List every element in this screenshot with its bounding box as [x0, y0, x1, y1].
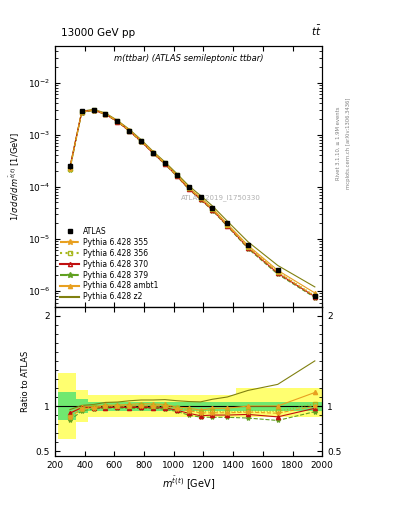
- Text: m(ttbar) (ATLAS semileptonic ttbar): m(ttbar) (ATLAS semileptonic ttbar): [114, 54, 263, 63]
- Text: $t\bar{t}$: $t\bar{t}$: [311, 24, 321, 38]
- Text: ATLAS_2019_I1750330: ATLAS_2019_I1750330: [181, 194, 261, 201]
- Legend: ATLAS, Pythia 6.428 355, Pythia 6.428 356, Pythia 6.428 370, Pythia 6.428 379, P: ATLAS, Pythia 6.428 355, Pythia 6.428 35…: [59, 225, 160, 303]
- X-axis label: $m^{\bar{t}(t)}$ [GeV]: $m^{\bar{t}(t)}$ [GeV]: [162, 475, 215, 492]
- Y-axis label: $1/\sigma\,d\sigma/d\,m^{\bar{t}(t)}$ [1/GeV]: $1/\sigma\,d\sigma/d\,m^{\bar{t}(t)}$ [1…: [7, 132, 22, 221]
- Text: Rivet 3.1.10, ≥ 1.9M events: Rivet 3.1.10, ≥ 1.9M events: [336, 106, 341, 180]
- Y-axis label: Ratio to ATLAS: Ratio to ATLAS: [21, 351, 30, 412]
- Text: mcplots.cern.ch [arXiv:1306.3436]: mcplots.cern.ch [arXiv:1306.3436]: [346, 98, 351, 189]
- Text: 13000 GeV pp: 13000 GeV pp: [61, 28, 135, 38]
